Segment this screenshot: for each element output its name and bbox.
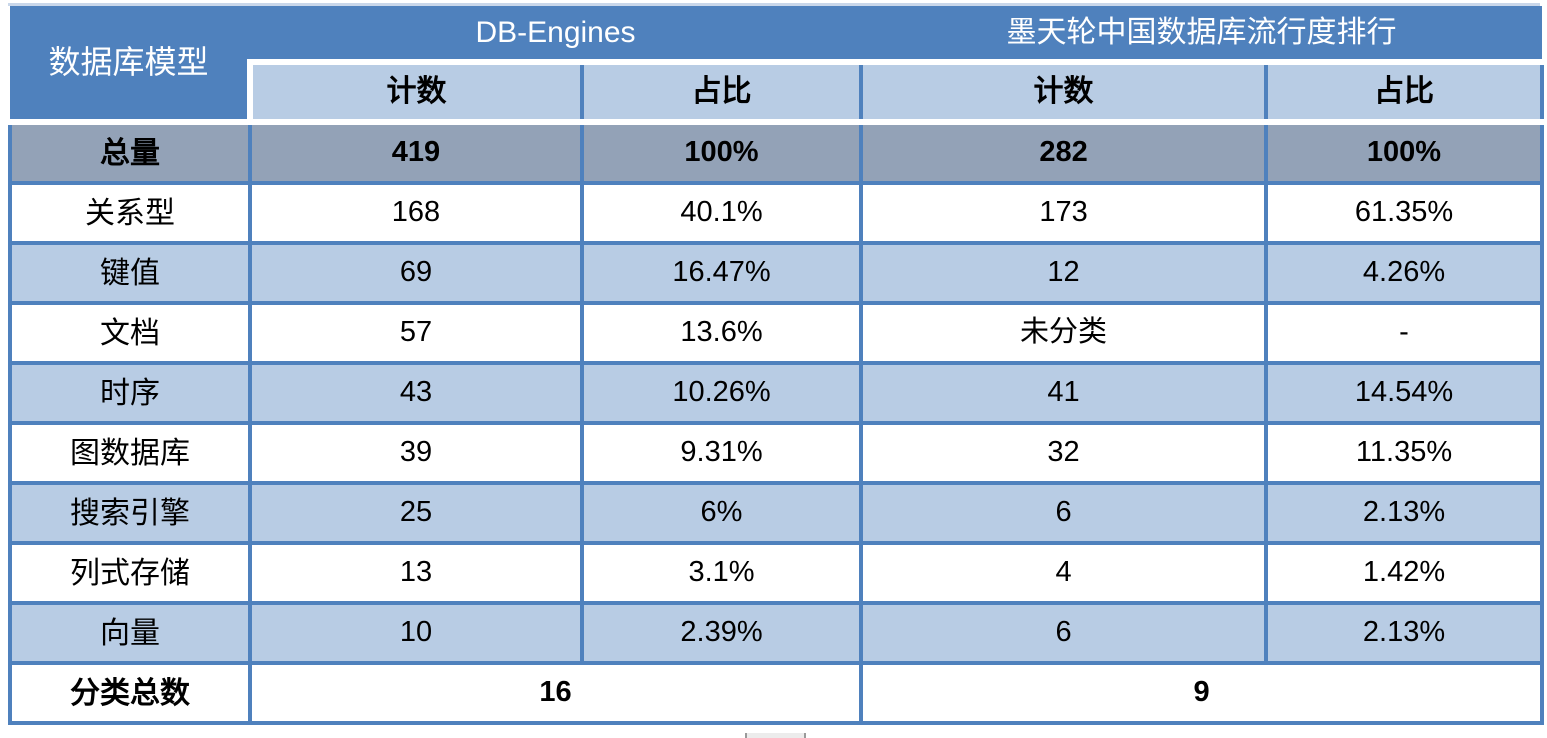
value-cell: 4.26% [1264,241,1545,305]
value-cell: 14.54% [1264,361,1545,425]
database-model-comparison-table: 数据库模型 DB-Engines 墨天轮中国数据库流行度排行 计数 占比 计数 … [8,6,1545,725]
group-header-motianlun: 墨天轮中国数据库流行度排行 [861,6,1543,65]
value-cell: 未分类 [859,301,1269,365]
value-cell: 40.1% [579,181,864,245]
value-cell: 10.26% [579,361,864,425]
value-cell: 41 [859,361,1269,425]
value-cell: 12 [859,241,1269,305]
value-cell: 32 [859,421,1269,485]
value-cell: 6 [859,601,1269,665]
row-label: 搜索引擎 [8,481,252,545]
row-label: 键值 [8,241,252,305]
value-cell: 173 [859,181,1269,245]
row-label: 总量 [8,120,252,185]
row-label: 时序 [8,361,252,425]
table-row-search-engine: 搜索引擎 25 6% 6 2.13% [8,481,1545,545]
value-cell: 1.42% [1264,541,1545,605]
corner-header-database-model: 数据库模型 [10,6,250,125]
value-cell: 168 [248,181,584,245]
table-row-vector: 向量 10 2.39% 6 2.13% [8,601,1545,665]
header-row-groups: 数据库模型 DB-Engines 墨天轮中国数据库流行度排行 [10,6,1543,125]
value-cell: 2.39% [579,601,864,665]
value-cell: 39 [248,421,584,485]
header-row-subcolumns: 计数 占比 计数 占比 [10,59,1545,126]
table-row-relational: 关系型 168 40.1% 173 61.35% [8,181,1545,245]
subheader-dbengines-share: 占比 [579,59,864,126]
value-cell: 6 [859,481,1269,545]
table-row-document: 文档 57 13.6% 未分类 - [8,301,1545,365]
group-header-db-engines: DB-Engines [250,6,862,65]
subheader-motianlun-count: 计数 [859,59,1269,126]
value-cell: 100% [1264,120,1545,185]
value-cell-motianlun-category-count: 9 [859,661,1545,725]
value-cell: 2.13% [1264,481,1545,545]
value-cell: 25 [248,481,584,545]
subheader-motianlun-share: 占比 [1264,59,1545,126]
scrollbar-fragment [745,733,806,738]
value-cell: 13 [248,541,584,605]
value-cell: 2.13% [1264,601,1545,665]
value-cell: 3.1% [579,541,864,605]
value-cell: 10 [248,601,584,665]
value-cell: 282 [859,120,1269,185]
row-label: 图数据库 [8,421,252,485]
value-cell: 100% [579,120,864,185]
row-label: 分类总数 [8,661,252,725]
row-label: 向量 [8,601,252,665]
table-row-key-value: 键值 69 16.47% 12 4.26% [8,241,1545,305]
table-row-category-totals: 分类总数 16 9 [8,661,1545,725]
table-row-graph: 图数据库 39 9.31% 32 11.35% [8,421,1545,485]
value-cell: 69 [248,241,584,305]
table-top-accent-line [8,3,1540,6]
value-cell: - [1264,301,1545,365]
value-cell: 9.31% [579,421,864,485]
table-row-columnar: 列式存储 13 3.1% 4 1.42% [8,541,1545,605]
value-cell: 419 [248,120,584,185]
row-label: 列式存储 [8,541,252,605]
value-cell: 57 [248,301,584,365]
value-cell: 4 [859,541,1269,605]
value-cell: 13.6% [579,301,864,365]
value-cell: 43 [248,361,584,425]
subheader-dbengines-count: 计数 [247,59,584,126]
value-cell: 16.47% [579,241,864,305]
value-cell: 11.35% [1264,421,1545,485]
row-label: 文档 [8,301,252,365]
value-cell-dbengines-category-count: 16 [247,661,864,725]
table-row-time-series: 时序 43 10.26% 41 14.54% [8,361,1545,425]
value-cell: 6% [579,481,864,545]
value-cell: 61.35% [1264,181,1545,245]
row-label: 关系型 [8,181,252,245]
table-row-total: 总量 419 100% 282 100% [8,120,1545,185]
